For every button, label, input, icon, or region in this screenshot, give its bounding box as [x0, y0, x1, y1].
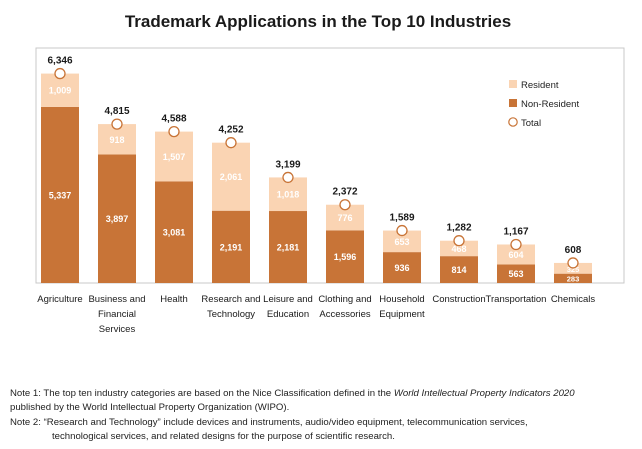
note-2-line-2: technological services, and related desi… — [10, 430, 630, 444]
bar-group: 5,337 1,009 6,346 Agriculture 3,897 918 4,815 B… — [37, 56, 595, 335]
total-marker — [511, 239, 521, 249]
total-label: 608 — [565, 245, 582, 256]
total-marker — [112, 119, 122, 129]
category-label: Clothing and — [318, 294, 371, 305]
data-label-resident: 653 — [394, 237, 409, 247]
total-marker — [169, 127, 179, 137]
data-label-resident: 776 — [337, 213, 352, 223]
total-label: 4,252 — [218, 125, 243, 136]
legend-swatch-resident — [509, 80, 517, 88]
data-label-non-resident: 3,897 — [106, 214, 129, 224]
data-label-non-resident: 5,337 — [49, 190, 72, 200]
category-label: Financial — [98, 309, 136, 320]
trademark-chart: Trademark Applications in the Top 10 Ind… — [0, 0, 642, 380]
category-label: Services — [99, 324, 136, 335]
total-label: 2,372 — [332, 187, 357, 198]
data-label-non-resident: 283 — [567, 275, 580, 284]
category-label: Agriculture — [37, 294, 82, 305]
total-marker — [397, 226, 407, 236]
data-label-resident: 1,507 — [163, 152, 186, 162]
category-label: Business and — [88, 294, 145, 305]
total-marker — [340, 200, 350, 210]
data-label-non-resident: 1,596 — [334, 252, 357, 262]
category-label: Household — [379, 294, 424, 305]
category-label: Health — [160, 294, 187, 305]
note-1-text-a: Note 1: The top ten industry categories … — [10, 388, 394, 399]
total-label: 1,167 — [503, 226, 528, 237]
note-1-text-b: published by the World Intellectual Prop… — [10, 402, 289, 413]
category-label: Education — [267, 309, 309, 320]
category-label: Research and — [201, 294, 260, 305]
total-marker — [226, 138, 236, 148]
chart-title: Trademark Applications in the Top 10 Ind… — [125, 12, 511, 31]
data-label-resident: 1,018 — [277, 190, 300, 200]
category-label: Leisure and — [263, 294, 313, 305]
data-label-resident: 1,009 — [49, 86, 72, 96]
total-marker — [454, 236, 464, 246]
total-marker — [283, 172, 293, 182]
total-label: 4,815 — [104, 106, 129, 117]
total-marker — [55, 69, 65, 79]
category-label: Accessories — [319, 309, 370, 320]
total-label: 1,589 — [389, 213, 414, 224]
data-label-non-resident: 814 — [451, 265, 466, 275]
data-label-non-resident: 3,081 — [163, 228, 186, 238]
category-label: Construction — [432, 294, 485, 305]
total-marker — [568, 258, 578, 268]
legend-label-resident: Resident — [521, 80, 559, 91]
category-label: Equipment — [379, 309, 425, 320]
total-label: 6,346 — [47, 56, 72, 67]
legend-swatch-non-resident — [509, 99, 517, 107]
category-label: Transportation — [486, 294, 547, 305]
legend: Resident Non-Resident Total — [509, 80, 580, 129]
data-label-non-resident: 2,191 — [220, 242, 243, 252]
data-label-resident: 604 — [508, 250, 523, 260]
data-label-non-resident: 2,181 — [277, 243, 300, 253]
data-label-resident: 2,061 — [220, 172, 243, 182]
note-1: Note 1: The top ten industry categories … — [10, 387, 610, 415]
total-label: 4,588 — [161, 114, 186, 125]
note-2-line-1: Note 2: “Research and Technology” includ… — [10, 417, 528, 428]
data-label-non-resident: 563 — [508, 269, 523, 279]
legend-label-non-resident: Non-Resident — [521, 99, 579, 110]
note-1-italic: World Intellectual Property Indicators 2… — [394, 388, 575, 399]
total-label: 1,282 — [446, 223, 471, 234]
data-label-non-resident: 936 — [394, 263, 409, 273]
legend-label-total: Total — [521, 118, 541, 129]
category-label: Technology — [207, 309, 255, 320]
data-label-resident: 918 — [109, 135, 124, 145]
legend-marker-total — [509, 118, 517, 126]
total-label: 3,199 — [275, 159, 300, 170]
note-2: Note 2: “Research and Technology” includ… — [10, 416, 630, 444]
category-label: Chemicals — [551, 294, 596, 305]
